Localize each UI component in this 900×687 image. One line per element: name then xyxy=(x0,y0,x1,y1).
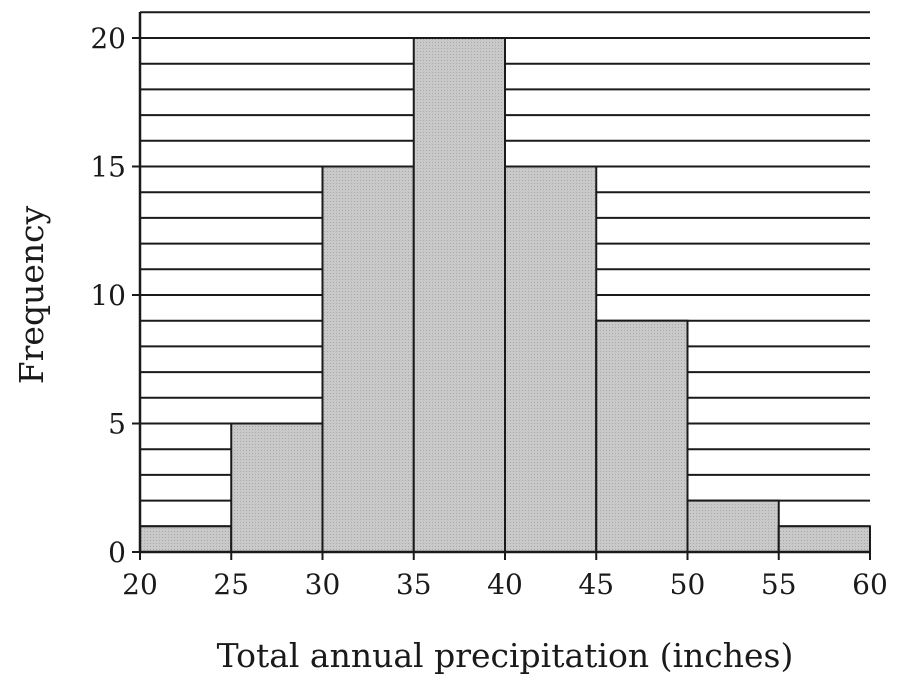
y-tick-label: 20 xyxy=(90,22,126,55)
histogram-bar xyxy=(504,165,598,553)
y-tick-labels: 0 5 10 15 20 xyxy=(90,22,126,569)
axes xyxy=(132,12,871,560)
x-tick-label: 60 xyxy=(852,568,888,601)
x-tick-label: 30 xyxy=(305,568,341,601)
x-tick-label: 40 xyxy=(487,568,523,601)
y-axis-label: Frequency xyxy=(12,205,51,384)
y-tick-label: 0 xyxy=(108,536,126,569)
x-axis-label: Total annual precipitation (inches) xyxy=(217,636,794,675)
histogram-bar xyxy=(686,499,780,554)
x-tick-label: 35 xyxy=(396,568,432,601)
x-tick-label: 20 xyxy=(122,568,158,601)
histogram-bar xyxy=(139,525,233,553)
histogram-bar xyxy=(777,525,871,553)
histogram-bar xyxy=(595,319,689,554)
y-tick-label: 10 xyxy=(90,279,126,312)
y-tick-label: 15 xyxy=(90,151,126,184)
histogram-bar xyxy=(412,37,506,553)
bars xyxy=(139,37,871,554)
y-tick-label: 5 xyxy=(108,408,126,441)
x-tick-label: 25 xyxy=(213,568,249,601)
histogram-bar xyxy=(321,165,415,553)
x-tick-label: 55 xyxy=(761,568,797,601)
histogram-bar xyxy=(230,422,324,553)
x-tick-label: 45 xyxy=(578,568,614,601)
x-tick-labels: 20 25 30 35 40 45 50 55 60 xyxy=(122,568,888,601)
x-tick-label: 50 xyxy=(670,568,706,601)
